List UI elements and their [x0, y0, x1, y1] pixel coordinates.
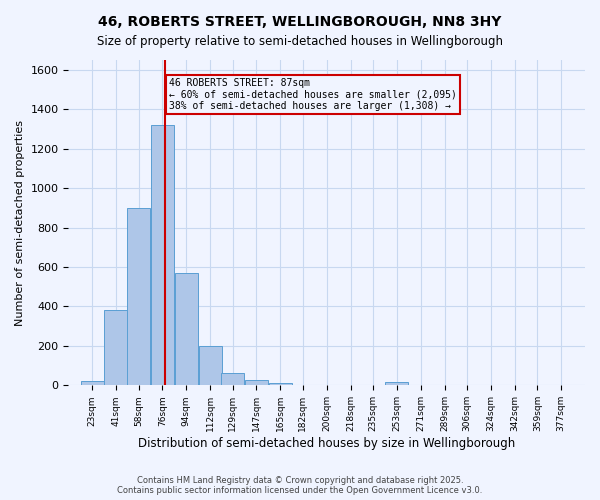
- Text: 46 ROBERTS STREET: 87sqm
← 60% of semi-detached houses are smaller (2,095)
38% o: 46 ROBERTS STREET: 87sqm ← 60% of semi-d…: [169, 78, 457, 111]
- Bar: [385, 382, 409, 386]
- Bar: [221, 372, 244, 386]
- Bar: [245, 380, 268, 386]
- Bar: [127, 208, 150, 386]
- Y-axis label: Number of semi-detached properties: Number of semi-detached properties: [15, 120, 25, 326]
- Text: Contains HM Land Registry data © Crown copyright and database right 2025.
Contai: Contains HM Land Registry data © Crown c…: [118, 476, 482, 495]
- Bar: [175, 273, 198, 386]
- Bar: [269, 383, 292, 386]
- Bar: [199, 346, 222, 386]
- Text: 46, ROBERTS STREET, WELLINGBOROUGH, NN8 3HY: 46, ROBERTS STREET, WELLINGBOROUGH, NN8 …: [98, 15, 502, 29]
- Bar: [104, 310, 128, 386]
- X-axis label: Distribution of semi-detached houses by size in Wellingborough: Distribution of semi-detached houses by …: [138, 437, 515, 450]
- Bar: [80, 382, 104, 386]
- Text: Size of property relative to semi-detached houses in Wellingborough: Size of property relative to semi-detach…: [97, 35, 503, 48]
- Bar: [151, 125, 174, 386]
